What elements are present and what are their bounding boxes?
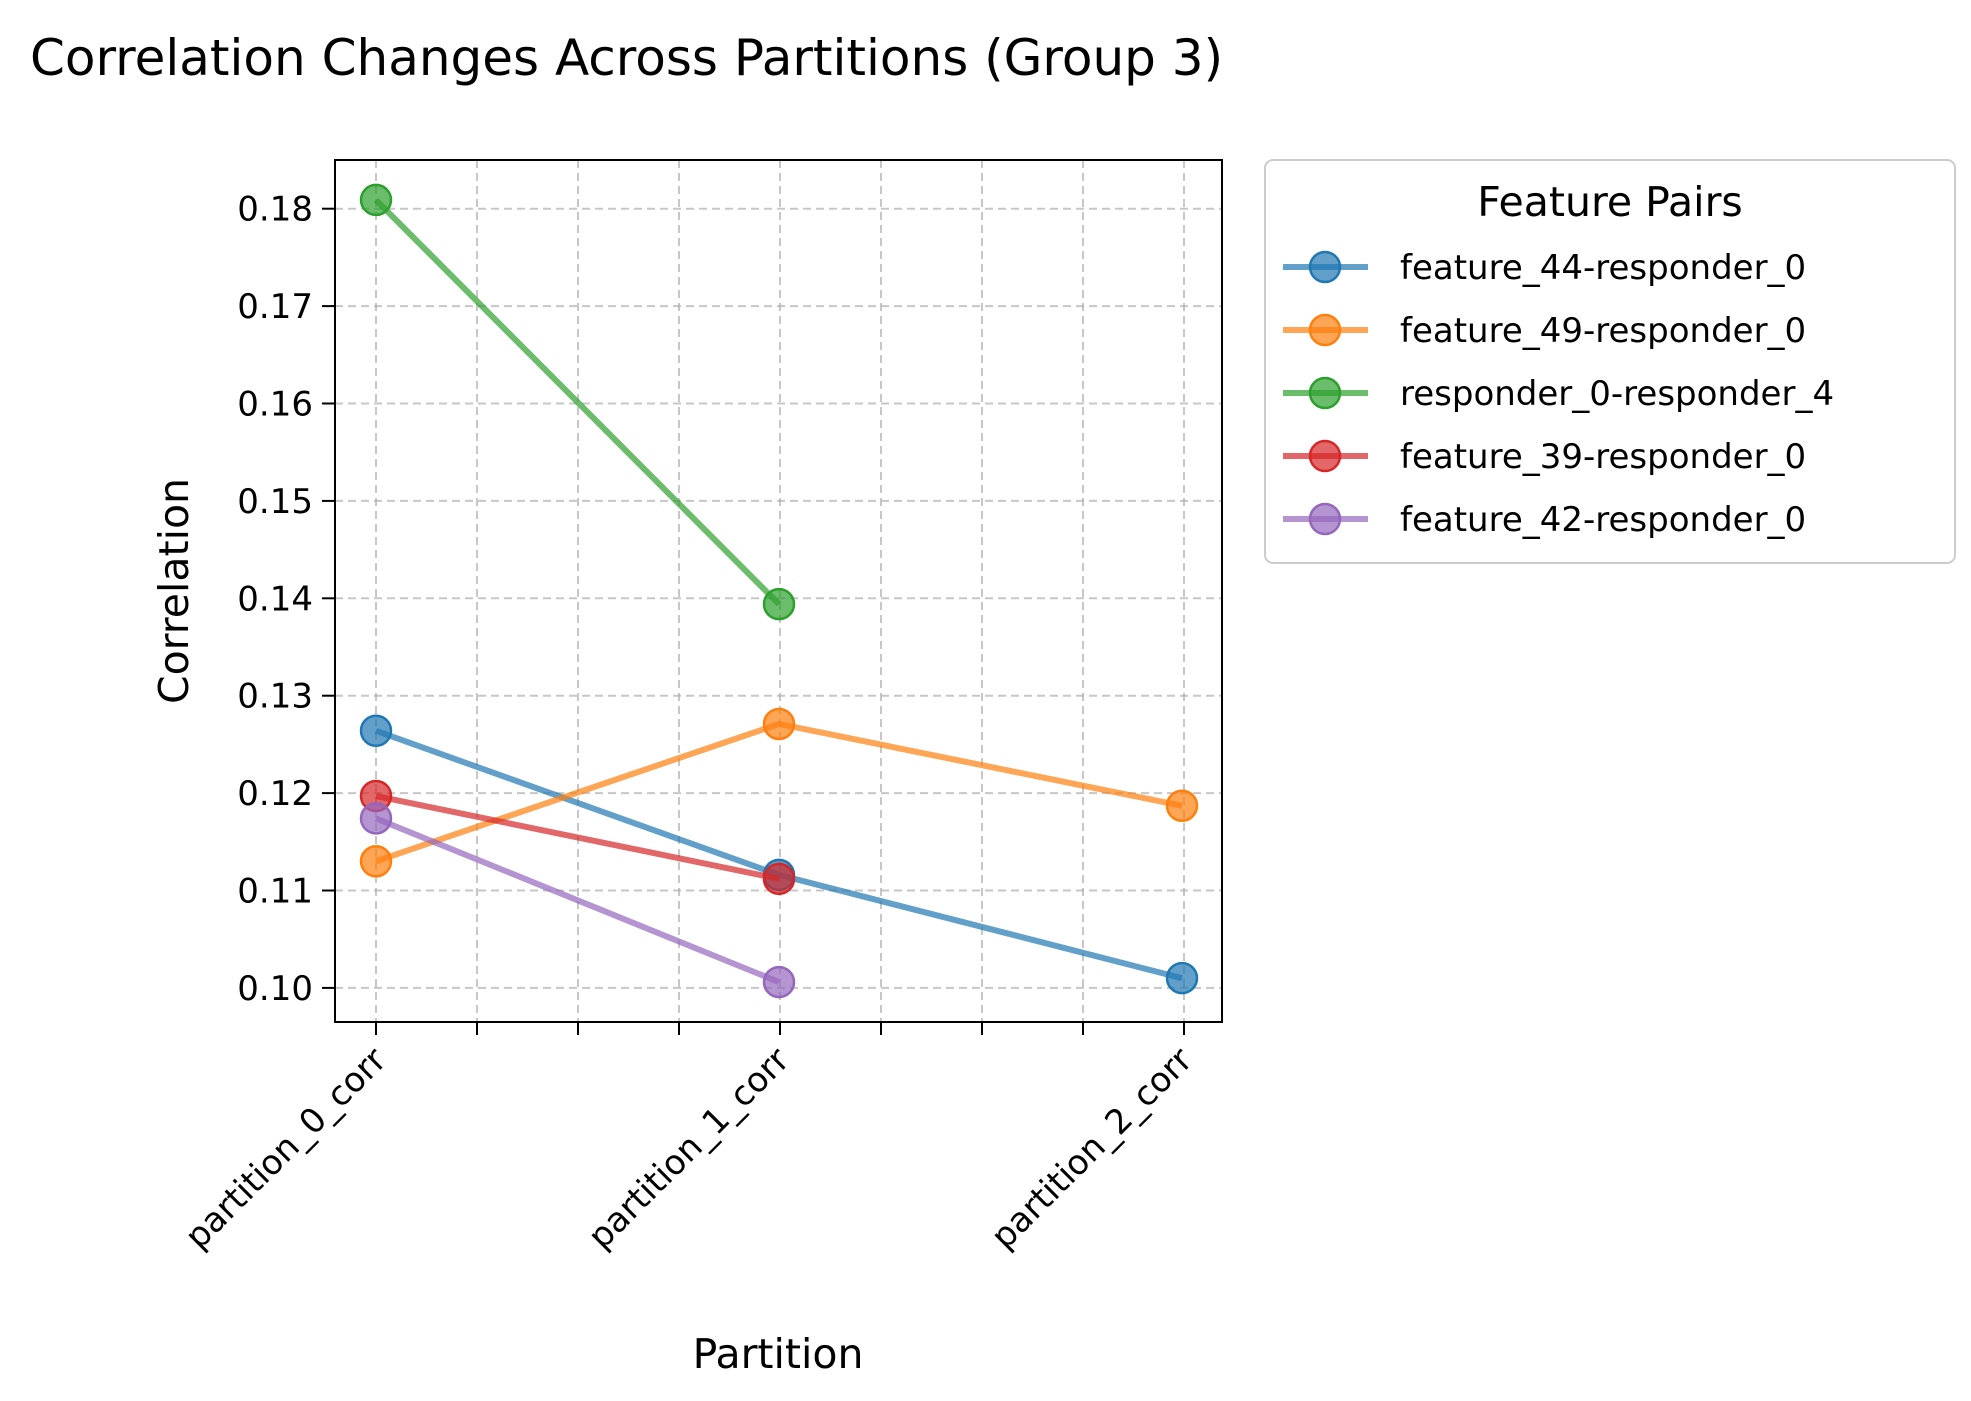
legend-item: feature_49-responder_0 — [1283, 311, 1806, 351]
plot-frame — [334, 159, 1223, 1023]
legend-marker — [1308, 502, 1342, 536]
legend-item: feature_44-responder_0 — [1283, 248, 1806, 288]
legend-frame — [1264, 159, 1956, 564]
legend-marker — [1308, 313, 1342, 347]
y-tick-label: 0.18 — [237, 190, 313, 230]
y-axis-label: Correlation — [150, 478, 198, 704]
legend-item: feature_39-responder_0 — [1283, 437, 1806, 477]
chart-title: Correlation Changes Across Partitions (G… — [30, 29, 1223, 87]
series-responder_0-responder_4 — [359, 183, 796, 621]
y-tick-label: 0.13 — [237, 677, 313, 717]
data-point — [762, 587, 796, 621]
legend-item: feature_42-responder_0 — [1283, 500, 1806, 540]
data-point — [359, 802, 393, 835]
legend-marker — [1308, 439, 1342, 473]
series-line — [374, 815, 781, 985]
legend: Feature Pairs feature_44-responder_0feat… — [1264, 159, 1956, 564]
data-point — [762, 707, 796, 741]
x-axis-ticks: partition_0_corr partition_1_corr partitio… — [177, 1022, 1200, 1257]
x-axis-label: Partition — [693, 1330, 864, 1378]
data-point — [1165, 789, 1199, 823]
y-tick-label: 0.12 — [237, 774, 313, 814]
series-feature_42-responder_0 — [359, 802, 796, 999]
data-point — [762, 965, 796, 999]
legend-marker — [1308, 250, 1342, 284]
y-tick-label: 0.16 — [237, 385, 313, 425]
legend-marker — [1308, 376, 1342, 410]
y-axis-ticks: 0.10 0.11 0.12 0.13 0.14 0.15 0.16 0.17 0.18 — [237, 190, 335, 1009]
legend-label: feature_42-responder_0 — [1400, 500, 1806, 540]
series-layer — [359, 183, 1199, 999]
legend-title: Feature Pairs — [1477, 178, 1743, 226]
legend-label: responder_0-responder_4 — [1400, 374, 1834, 414]
legend-label: feature_49-responder_0 — [1400, 311, 1806, 351]
series-line — [373, 197, 782, 607]
data-point — [359, 845, 393, 878]
y-tick-label: 0.11 — [237, 872, 313, 912]
legend-label: feature_44-responder_0 — [1400, 248, 1806, 288]
y-tick-label: 0.14 — [237, 579, 313, 619]
series-feature_39-responder_0 — [359, 779, 796, 896]
y-tick-label: 0.15 — [237, 482, 313, 522]
legend-label: feature_39-responder_0 — [1400, 437, 1806, 477]
legend-items: feature_44-responder_0 feature_49-respond… — [1283, 248, 1834, 540]
x-tick-label: partition_2_corr — [983, 1040, 1200, 1257]
series-feature_49-responder_0 — [359, 707, 1199, 878]
series-line — [375, 793, 780, 882]
data-point — [762, 862, 796, 896]
data-point — [359, 714, 393, 748]
y-tick-label: 0.17 — [237, 287, 313, 327]
x-tick-label: partition_1_corr — [580, 1040, 797, 1257]
data-point — [359, 183, 393, 217]
data-point — [1165, 961, 1199, 995]
y-tick-label: 0.10 — [237, 969, 313, 1009]
x-tick-label: partition_0_corr — [177, 1040, 394, 1257]
legend-item: responder_0-responder_4 — [1283, 374, 1834, 414]
